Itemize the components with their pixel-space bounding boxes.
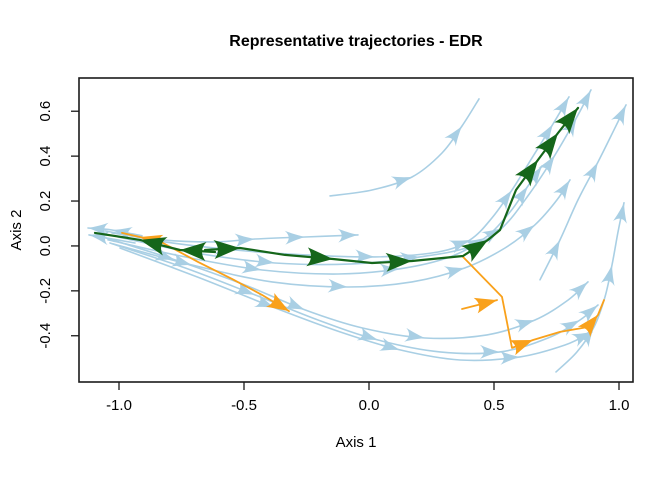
x-tick-label: 0.0 <box>359 397 380 414</box>
arrowhead <box>582 162 598 183</box>
arrowhead <box>509 340 533 356</box>
arrowhead <box>153 247 175 261</box>
arrowhead <box>524 166 542 187</box>
arrowhead <box>534 133 558 160</box>
arrowhead <box>180 242 207 261</box>
arrowhead <box>559 320 580 336</box>
arrowhead <box>554 107 578 135</box>
x-tick-label: 1.0 <box>609 397 630 414</box>
trajectory-bg-past-green-tip <box>117 89 592 266</box>
arrowhead <box>538 155 555 176</box>
y-axis-label: Axis 2 <box>8 210 25 251</box>
arrowhead <box>354 249 375 264</box>
arrowhead <box>613 202 627 224</box>
arrowhead <box>356 327 378 341</box>
arrowhead <box>600 265 615 287</box>
arrowhead <box>233 281 255 295</box>
arrowhead <box>234 233 255 248</box>
x-tick-label: 0.5 <box>484 397 505 414</box>
arrowhead <box>254 253 275 268</box>
arrowhead <box>514 159 538 187</box>
x-tick-label: -1.0 <box>106 397 132 414</box>
arrowhead <box>611 104 626 126</box>
x-axis: -1.0 -0.5 0.0 0.5 1.0 <box>106 382 629 414</box>
trajectories-layer <box>87 89 627 373</box>
trajectory-bg-hug-green-top <box>104 96 570 258</box>
arrowhead <box>494 190 512 211</box>
arrowhead <box>552 96 569 118</box>
arrowhead <box>378 337 400 351</box>
trajectory-bg-right-riser <box>555 202 625 373</box>
arrowhead <box>241 259 262 274</box>
arrowhead <box>473 297 497 314</box>
arrowhead <box>140 237 168 256</box>
y-tick-label: -0.4 <box>37 323 54 349</box>
arrowhead <box>577 314 598 337</box>
arrowhead <box>578 305 598 324</box>
arrowhead <box>510 186 528 207</box>
arrowhead <box>306 247 333 267</box>
trajectory-bg-lower-fan-1 <box>102 236 589 340</box>
arrowhead <box>568 281 588 301</box>
arrowhead <box>404 327 425 342</box>
y-tick-label: 0.0 <box>37 236 54 257</box>
y-tick-label: 0.6 <box>37 101 54 122</box>
arrowhead <box>553 179 570 201</box>
arrowhead <box>379 263 400 278</box>
arrowhead <box>480 344 500 359</box>
arrowhead <box>575 89 591 111</box>
arrowhead <box>390 176 412 190</box>
arrowhead <box>385 252 412 272</box>
trajectory-bg-lower-fan-2 <box>109 242 599 355</box>
arrowhead <box>283 295 305 310</box>
y-tick-label: -0.2 <box>37 278 54 304</box>
arrowhead <box>253 294 275 308</box>
arrowhead <box>499 350 520 365</box>
x-axis-label: Axis 1 <box>336 434 377 451</box>
arrowhead <box>514 224 535 243</box>
trajectory-green-main <box>203 106 580 265</box>
arrowhead <box>461 239 488 262</box>
arrowhead <box>444 126 462 147</box>
y-tick-label: 0.2 <box>37 191 54 212</box>
x-tick-label: -0.5 <box>231 397 257 414</box>
arrowhead <box>443 266 465 280</box>
y-axis: 0.6 0.4 0.2 0.0 -0.2 -0.4 <box>37 101 79 349</box>
arrowhead <box>266 292 289 312</box>
arrowhead <box>544 239 560 261</box>
arrowhead <box>213 240 240 259</box>
chart-title: Representative trajectories - EDR <box>229 33 483 50</box>
arrowhead <box>513 319 535 333</box>
arrowhead <box>284 230 305 245</box>
plot-border <box>78 77 634 383</box>
arrowhead <box>327 278 348 293</box>
trajectory-bg-upper-right-riser <box>329 98 480 197</box>
arrowhead <box>448 239 470 254</box>
trajectory-bg-mid-fan-1 <box>107 165 543 275</box>
y-tick-label: 0.4 <box>37 146 54 167</box>
trajectory-orange-lower-left <box>162 242 290 312</box>
arrowhead <box>337 228 358 243</box>
